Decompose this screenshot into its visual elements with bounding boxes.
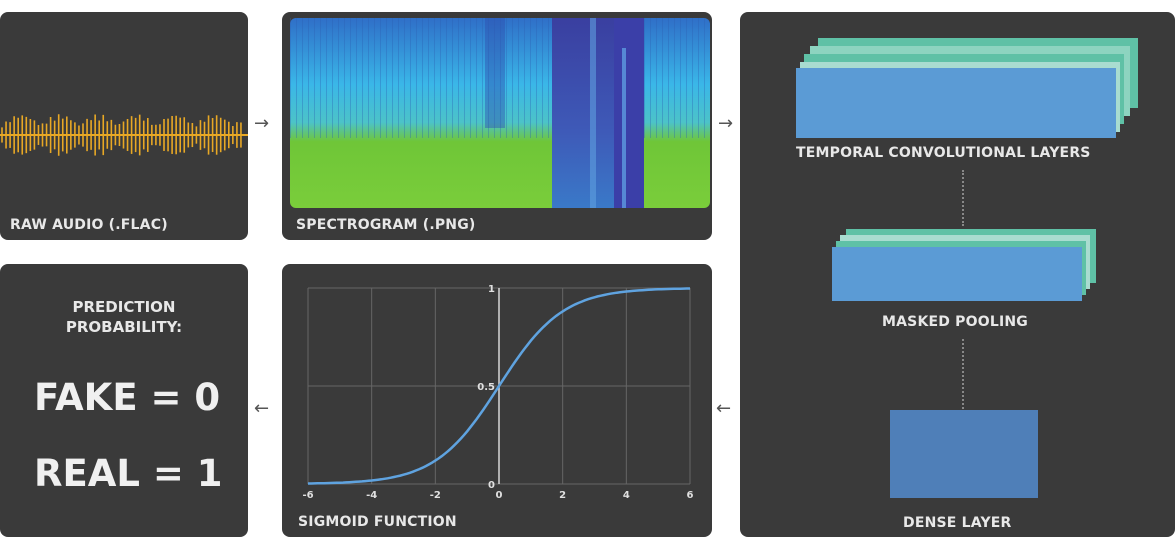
fake-value: FAKE = 0 — [34, 376, 221, 419]
sigmoid-chart: -6 -4 -2 0 2 4 6 0 0.5 1 — [302, 284, 694, 501]
spectrogram-label: SPECTROGRAM (.PNG) — [296, 217, 476, 233]
raw-audio-label: RAW AUDIO (.FLAC) — [10, 217, 168, 233]
spectrogram-panel: SPECTROGRAM (.PNG) — [282, 12, 712, 240]
spectrogram-image — [290, 18, 710, 208]
prediction-heading-line1: PREDICTION — [72, 298, 176, 316]
arrow-spectrogram-to-layers: → — [718, 113, 734, 134]
real-value: REAL = 1 — [34, 452, 223, 495]
x-tick-label: 0 — [496, 490, 503, 501]
x-tick-label: 2 — [559, 490, 566, 501]
x-tick-label: -6 — [302, 490, 313, 501]
sigmoid-label: SIGMOID FUNCTION — [298, 514, 457, 530]
connector-dots-2 — [962, 339, 964, 409]
dense-layer-label: DENSE LAYER — [903, 515, 1012, 531]
prediction-heading-line2: PROBABILITY: — [65, 318, 183, 336]
dense-layer-block — [890, 410, 1038, 498]
sigmoid-panel: -6 -4 -2 0 2 4 6 0 0.5 1 SIGMOID FUNCTION — [282, 264, 712, 537]
y-tick-label: 0 — [488, 480, 495, 491]
raw-audio-panel: RAW AUDIO (.FLAC) — [0, 12, 248, 240]
x-tick-label: -4 — [366, 490, 377, 501]
prediction-panel: PREDICTION PROBABILITY: FAKE = 0 REAL = … — [0, 264, 248, 537]
x-tick-label: 4 — [623, 490, 630, 501]
temporal-conv-layers-icon — [796, 38, 1138, 138]
y-tick-label: 1 — [488, 284, 495, 295]
arrow-sigmoid-to-prediction: ← — [254, 398, 270, 419]
arrow-audio-to-spectrogram: → — [254, 113, 270, 134]
masked-pooling-icon — [832, 229, 1096, 301]
x-tick-label: 6 — [687, 490, 694, 501]
waveform-icon — [0, 114, 248, 156]
temporal-conv-label: TEMPORAL CONVOLUTIONAL LAYERS — [796, 145, 1091, 161]
y-tick-label: 0.5 — [477, 382, 495, 393]
x-tick-label: -2 — [430, 490, 441, 501]
arrow-layers-to-sigmoid: ← — [716, 398, 732, 419]
network-panel: TEMPORAL CONVOLUTIONAL LAYERS MASKED POO… — [740, 12, 1175, 537]
masked-pooling-label: MASKED POOLING — [882, 314, 1028, 330]
sigmoid-curve — [308, 287, 690, 485]
connector-dots-1 — [962, 170, 964, 226]
